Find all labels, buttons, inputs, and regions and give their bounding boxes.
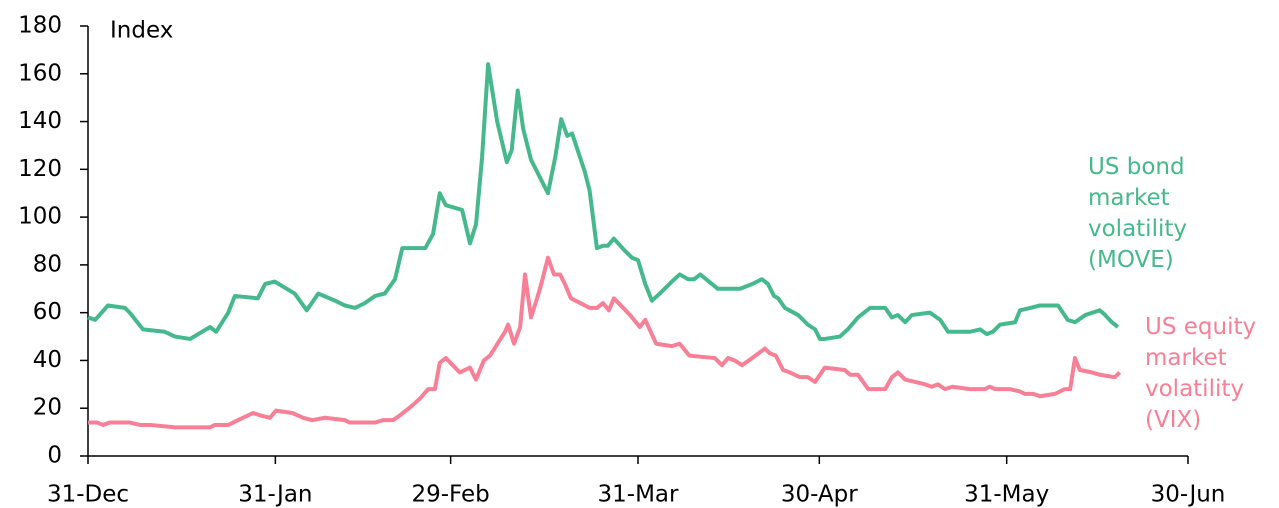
series-line	[88, 255, 1122, 430]
y-tick-label: 60	[33, 299, 62, 325]
x-tick-label: 30-Apr	[781, 482, 858, 508]
x-tick-label: 30-Jun	[1151, 482, 1226, 508]
y-tick-label: 180	[18, 13, 62, 39]
y-tick-label: 140	[18, 108, 62, 134]
x-tick-label: 29-Feb	[411, 482, 489, 508]
y-tick-label: 160	[18, 60, 62, 86]
x-tick-label: 31-Dec	[47, 482, 129, 508]
y-tick-label: 80	[33, 251, 62, 277]
y-tick-label: 40	[33, 347, 62, 373]
y-axis-label: Index	[110, 18, 173, 44]
y-tick-label: 100	[18, 204, 62, 230]
y-tick-label: 0	[47, 443, 62, 469]
x-tick-label: 31-May	[964, 482, 1049, 508]
series-label: US equity market volatility (VIX)	[1145, 314, 1257, 433]
x-tick-label: 31-Jan	[238, 482, 312, 508]
y-tick-label: 120	[18, 156, 62, 182]
series-line	[87, 62, 1120, 341]
series-label: US bond market volatility (MOVE)	[1088, 154, 1187, 273]
y-tick-label: 20	[33, 395, 62, 421]
x-tick-label: 31-Mar	[598, 482, 680, 508]
